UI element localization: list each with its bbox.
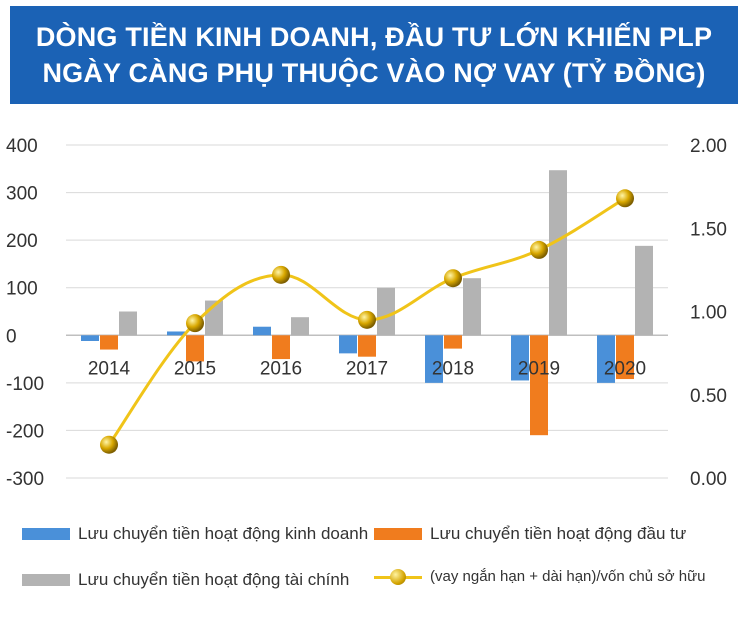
debt-ratio-point: [530, 240, 548, 259]
bar-operating: [511, 335, 529, 381]
bar-operating: [253, 326, 271, 336]
debt-ratio-point: [186, 314, 204, 333]
left-axis-tick-label: 100: [6, 279, 38, 300]
right-axis-tick-label: 1.00: [690, 303, 727, 324]
left-axis-tick-label: 0: [6, 326, 17, 347]
left-axis-tick-label: 400: [6, 136, 38, 157]
bar-financing: [463, 278, 481, 336]
bar-financing: [119, 311, 137, 336]
left-axis-tick-label: -100: [6, 374, 44, 395]
bar-operating: [425, 335, 443, 383]
left-axis-tick-label: -300: [6, 469, 44, 490]
debt-ratio-point: [272, 265, 290, 284]
x-axis-tick-label: 2020: [604, 358, 646, 379]
debt-ratio-point: [358, 310, 376, 329]
bar-investing: [530, 335, 548, 436]
left-axis-tick-label: 200: [6, 231, 38, 252]
x-axis-tick-label: 2014: [88, 358, 131, 379]
x-axis-tick-label: 2017: [346, 358, 388, 379]
bar-investing: [186, 335, 204, 362]
bar-operating: [167, 331, 185, 336]
bar-financing: [291, 317, 309, 336]
x-axis-tick-label: 2019: [518, 358, 560, 379]
bar-operating: [81, 335, 99, 341]
bar-financing: [635, 245, 653, 336]
debt-ratio-point: [444, 269, 462, 288]
left-axis-tick-label: 300: [6, 184, 38, 205]
right-axis-tick-label: 0.50: [690, 386, 727, 407]
right-axis-tick-label: 2.00: [690, 136, 727, 157]
bar-operating: [597, 335, 615, 383]
bar-investing: [100, 335, 118, 350]
debt-ratio-point: [616, 189, 634, 208]
debt-ratio-point: [100, 435, 118, 454]
bar-financing: [377, 287, 395, 336]
x-axis-tick-label: 2018: [432, 358, 474, 379]
left-axis-tick-label: -200: [6, 421, 44, 442]
bar-investing: [616, 335, 634, 380]
chart-title-line-2: NGÀY CÀNG PHỤ THUỘC VÀO NỢ VAY (TỶ ĐỒNG): [42, 58, 706, 88]
right-axis-tick-label: 0.00: [690, 469, 727, 490]
x-axis-tick-label: 2015: [174, 358, 216, 379]
chart-title-line-1: DÒNG TIỀN KINH DOANH, ĐẦU TƯ LỚN KHIẾN P…: [35, 22, 713, 52]
right-axis-tick-label: 1.50: [690, 219, 727, 240]
bar-investing: [358, 335, 376, 357]
bar-investing: [272, 335, 290, 360]
chart-title-banner: DÒNG TIỀN KINH DOANH, ĐẦU TƯ LỚN KHIẾN P…: [10, 6, 738, 104]
x-axis-tick-label: 2016: [260, 358, 302, 379]
bar-investing: [444, 335, 462, 349]
bar-financing: [549, 170, 567, 336]
bar-operating: [339, 335, 357, 354]
